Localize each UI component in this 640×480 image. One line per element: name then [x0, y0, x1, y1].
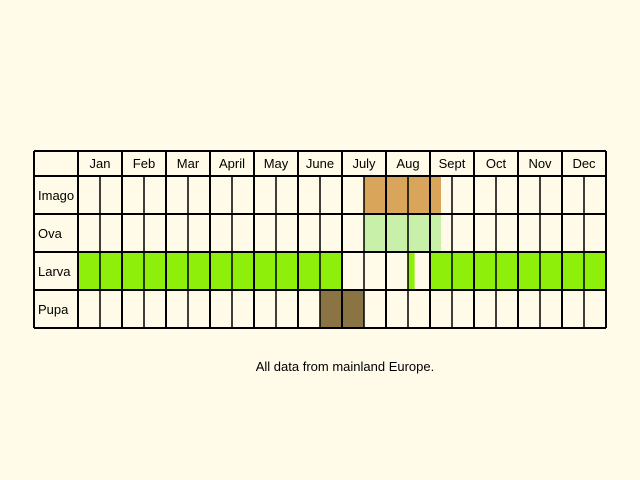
month-label-aug: Aug [396, 156, 419, 171]
stage-fill-pupa-12 [342, 290, 364, 328]
stage-fill-larva-20 [518, 252, 540, 290]
stage-fill-larva-6 [210, 252, 232, 290]
stage-fill-larva-11 [320, 252, 342, 290]
month-label-may: May [264, 156, 289, 171]
stage-label-pupa: Pupa [38, 302, 69, 317]
stage-fill-larva-15 [408, 252, 415, 290]
stage-fill-larva-8 [254, 252, 276, 290]
month-label-june: June [306, 156, 334, 171]
stage-fill-larva-18 [474, 252, 496, 290]
stage-fill-ova-16 [430, 214, 441, 252]
stage-label-imago: Imago [38, 188, 74, 203]
stage-fill-larva-3 [144, 252, 166, 290]
stage-fill-larva-1 [100, 252, 122, 290]
month-label-mar: Mar [177, 156, 200, 171]
stage-fill-imago-13 [364, 176, 386, 214]
month-label-feb: Feb [133, 156, 155, 171]
stage-fill-pupa-11 [320, 290, 342, 328]
stage-fill-larva-4 [166, 252, 188, 290]
stage-fill-larva-2 [122, 252, 144, 290]
month-label-july: July [352, 156, 376, 171]
stage-fill-larva-5 [188, 252, 210, 290]
month-label-jan: Jan [90, 156, 111, 171]
stage-fill-larva-21 [540, 252, 562, 290]
stage-fill-larva-7 [232, 252, 254, 290]
stage-fill-larva-17 [452, 252, 474, 290]
stage-fill-imago-16 [430, 176, 441, 214]
month-label-dec: Dec [572, 156, 596, 171]
stage-fill-imago-15 [408, 176, 430, 214]
data-source-note: All data from mainland Europe. [255, 359, 435, 374]
stage-fill-ova-15 [408, 214, 430, 252]
stage-fill-larva-16 [430, 252, 452, 290]
stage-fill-imago-14 [386, 176, 408, 214]
stage-fill-larva-9 [276, 252, 298, 290]
stage-fill-ova-14 [386, 214, 408, 252]
month-label-april: April [219, 156, 245, 171]
stage-fill-larva-22 [562, 252, 584, 290]
month-label-nov: Nov [528, 156, 552, 171]
stage-label-ova: Ova [38, 226, 63, 241]
stage-fill-larva-23 [584, 252, 606, 290]
month-label-sept: Sept [439, 156, 466, 171]
stage-fill-larva-0 [78, 252, 100, 290]
stage-label-larva: Larva [38, 264, 71, 279]
stage-fill-larva-19 [496, 252, 518, 290]
stage-fill-larva-10 [298, 252, 320, 290]
month-label-oct: Oct [486, 156, 507, 171]
stage-fill-ova-13 [364, 214, 386, 252]
